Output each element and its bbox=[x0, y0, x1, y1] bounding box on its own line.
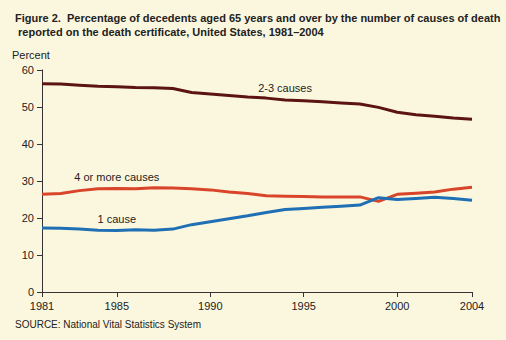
svg-text:2-3 causes: 2-3 causes bbox=[258, 82, 312, 94]
svg-text:4 or more causes: 4 or more causes bbox=[74, 171, 159, 183]
svg-text:10: 10 bbox=[22, 249, 34, 261]
svg-text:reported on the death certific: reported on the death certificate, Unite… bbox=[15, 26, 325, 38]
svg-text:1985: 1985 bbox=[105, 300, 129, 312]
svg-text:Percent: Percent bbox=[12, 49, 50, 61]
svg-text:2004: 2004 bbox=[460, 300, 484, 312]
svg-text:60: 60 bbox=[22, 64, 34, 76]
svg-text:1 cause: 1 cause bbox=[98, 213, 137, 225]
svg-text:1995: 1995 bbox=[291, 300, 315, 312]
svg-text:20: 20 bbox=[22, 212, 34, 224]
svg-text:SOURCE: National Vital Statist: SOURCE: National Vital Statistics System bbox=[15, 319, 201, 330]
svg-text:Figure 2. Percentage of deced: Figure 2. Percentage of decedents aged 6… bbox=[15, 12, 501, 24]
svg-text:2000: 2000 bbox=[385, 300, 409, 312]
svg-text:1990: 1990 bbox=[198, 300, 222, 312]
svg-text:40: 40 bbox=[22, 138, 34, 150]
svg-text:0: 0 bbox=[28, 286, 34, 298]
svg-text:50: 50 bbox=[22, 101, 34, 113]
svg-text:30: 30 bbox=[22, 175, 34, 187]
svg-text:1981: 1981 bbox=[30, 300, 54, 312]
